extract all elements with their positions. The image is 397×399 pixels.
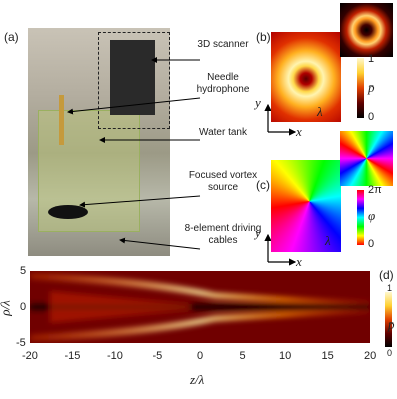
callout: Focused vortex source xyxy=(188,170,258,193)
x-axis-label: z/λ xyxy=(190,372,205,387)
axis-label: x xyxy=(296,124,302,139)
x-tick-label: -15 xyxy=(64,350,81,362)
scale-label: λ xyxy=(317,104,323,119)
x-tick-label: 10 xyxy=(279,350,292,362)
callout: Needle hydrophone xyxy=(196,72,250,95)
inset-phase xyxy=(340,131,393,186)
callout: 8-element driving cables xyxy=(184,223,262,246)
callout: 3D scanner xyxy=(197,39,249,50)
y-tick-label: -5 xyxy=(16,337,26,349)
axis-label: x xyxy=(296,254,302,269)
colorbar-symbol: p̄ xyxy=(368,80,375,95)
colorbar-tick: 0 xyxy=(387,348,393,358)
x-tick-label: 20 xyxy=(364,350,377,362)
panel-label: (c) xyxy=(256,178,270,192)
colorbar-tick: 1 xyxy=(387,283,393,293)
x-tick-label: -20 xyxy=(22,350,38,362)
colorbar-symbol: p̄ xyxy=(388,317,395,332)
phase-map xyxy=(271,160,341,252)
colorbar xyxy=(385,292,392,347)
x-tick-label: 15 xyxy=(321,350,334,362)
y-tick-label: 5 xyxy=(20,265,27,277)
panel-label: (d) xyxy=(379,268,394,282)
callout: Water tank xyxy=(199,127,247,138)
panel-label: (b) xyxy=(256,30,271,44)
colorbar-symbol: φ xyxy=(368,208,376,223)
x-tick-label: 5 xyxy=(239,350,246,362)
transducer xyxy=(48,205,88,219)
x-tick-label: 0 xyxy=(197,350,204,362)
y-tick-label: 0 xyxy=(20,301,27,313)
colorbar-tick: 1 xyxy=(368,53,375,65)
x-tick-label: -5 xyxy=(152,350,163,362)
hydrophone xyxy=(59,95,64,145)
axis-label: y xyxy=(255,95,261,110)
colorbar xyxy=(357,190,364,245)
x-tick-label: -10 xyxy=(107,350,123,362)
dashed-frame xyxy=(98,32,170,129)
colorbar-tick: 0 xyxy=(368,111,375,123)
scale-label: λ xyxy=(325,233,331,248)
field-map xyxy=(30,271,370,343)
pressure-map xyxy=(271,32,341,122)
scanner xyxy=(110,40,155,115)
colorbar-tick: 2π xyxy=(368,184,382,196)
inset-map xyxy=(340,3,393,57)
colorbar xyxy=(357,58,364,118)
panel-label: (a) xyxy=(4,30,19,44)
y-axis-label: ρ/λ xyxy=(0,300,13,316)
axis-label: y xyxy=(255,225,261,240)
colorbar-tick: 0 xyxy=(368,238,375,250)
